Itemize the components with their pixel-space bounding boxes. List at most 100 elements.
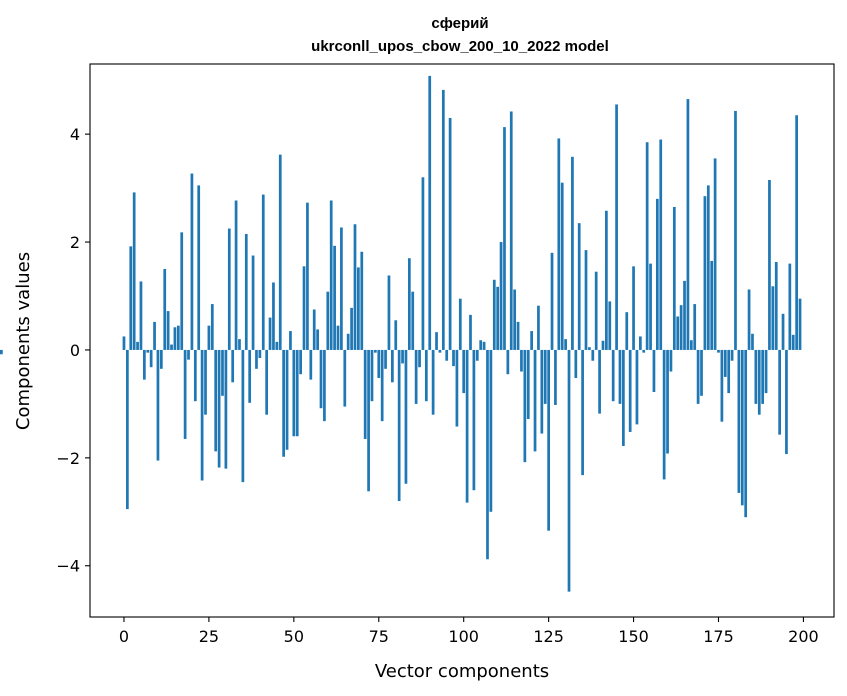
bar — [740, 349, 744, 506]
bar — [278, 154, 282, 350]
y-axis-ticks: −4 −2 0 2 4 — [56, 125, 90, 576]
bar — [588, 347, 591, 350]
bar — [798, 298, 802, 350]
bar — [302, 266, 306, 350]
bar — [734, 110, 737, 350]
chart-title: сферий — [431, 15, 488, 32]
bar — [384, 349, 387, 369]
bar — [387, 275, 391, 350]
bar — [227, 228, 231, 350]
chart-subtitle: ukrconll_upos_cbow_200_10_2022 model — [311, 38, 609, 55]
bar — [143, 349, 146, 380]
bar — [418, 349, 421, 368]
bar — [540, 349, 544, 434]
bar — [401, 349, 404, 364]
bar — [639, 336, 642, 350]
bar — [754, 349, 758, 404]
bar — [248, 349, 252, 403]
bar — [126, 349, 129, 510]
bar — [584, 250, 588, 350]
bar — [751, 333, 754, 350]
bar — [306, 202, 309, 350]
bar — [543, 349, 547, 404]
bar — [492, 279, 496, 350]
bar — [214, 349, 218, 452]
bar — [407, 258, 411, 350]
bar — [448, 117, 452, 350]
bar — [499, 242, 503, 350]
bar — [788, 263, 792, 350]
y-tick-label: 4 — [70, 125, 80, 144]
bar — [482, 341, 486, 350]
bar — [622, 349, 625, 446]
bar — [472, 349, 476, 491]
bar — [679, 305, 683, 350]
x-tick-label: 125 — [533, 627, 564, 646]
bar — [217, 349, 221, 468]
bar — [289, 331, 292, 350]
bar — [292, 349, 296, 437]
bar — [424, 349, 428, 402]
bar — [261, 194, 265, 350]
bar — [166, 311, 170, 350]
bar — [530, 331, 533, 350]
bar — [706, 185, 710, 350]
bar — [486, 349, 489, 560]
bar — [0, 349, 3, 355]
bar — [594, 271, 598, 350]
x-tick-label: 100 — [448, 627, 479, 646]
bar — [672, 206, 676, 350]
bar — [176, 325, 180, 350]
bar — [791, 334, 795, 350]
bar — [438, 349, 442, 353]
bar — [411, 291, 415, 350]
bar — [370, 349, 374, 402]
bar — [720, 349, 724, 422]
bar — [700, 349, 703, 396]
bar — [200, 349, 204, 481]
bar — [785, 349, 788, 455]
bar — [628, 349, 632, 432]
bar — [414, 349, 418, 404]
bar — [391, 349, 394, 383]
bar — [340, 227, 343, 350]
bar — [187, 349, 190, 360]
bar — [723, 349, 727, 377]
bar — [404, 349, 408, 484]
bar — [268, 317, 272, 350]
bar — [618, 349, 622, 404]
bar — [353, 224, 357, 350]
bar — [241, 349, 245, 483]
bar — [757, 349, 761, 415]
bar — [554, 349, 557, 405]
bar — [397, 349, 401, 501]
bar — [465, 349, 469, 503]
bar — [513, 289, 517, 350]
x-tick-label: 150 — [618, 627, 649, 646]
bar — [139, 281, 143, 350]
bar — [462, 349, 466, 394]
bar-series — [0, 75, 802, 592]
bar — [319, 349, 323, 409]
bar — [645, 142, 649, 350]
bar — [557, 138, 561, 350]
bar — [380, 349, 384, 422]
bar — [608, 301, 612, 350]
bar — [122, 336, 126, 350]
bar — [180, 232, 184, 350]
bar — [428, 75, 432, 350]
bar — [251, 255, 255, 350]
bar — [452, 349, 455, 367]
bar — [210, 304, 214, 350]
bar — [509, 111, 513, 350]
bar — [564, 339, 567, 350]
x-tick-label: 0 — [119, 627, 129, 646]
bar — [153, 321, 156, 350]
bar — [255, 349, 258, 369]
bar — [374, 349, 377, 353]
bar — [258, 349, 262, 359]
bar — [768, 180, 771, 350]
bar — [367, 349, 370, 492]
bar — [774, 262, 778, 350]
bar — [496, 286, 500, 350]
